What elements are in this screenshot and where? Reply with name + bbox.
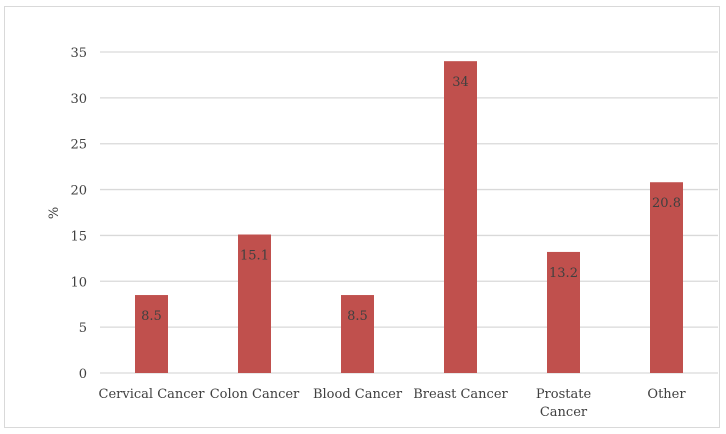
x-category-label: Prostate (536, 387, 592, 402)
data-label: 20.8 (652, 196, 681, 211)
y-tick-label: 0 (79, 367, 87, 382)
bar (341, 295, 374, 373)
x-category-label: Breast Cancer (413, 387, 508, 402)
bar (547, 251, 580, 373)
data-label: 15.1 (240, 249, 269, 264)
data-label: 8.5 (347, 309, 368, 324)
bar (135, 295, 168, 373)
x-category-label: Cervical Cancer (99, 387, 206, 402)
y-axis-title: % (47, 207, 62, 219)
y-tick-label: 25 (70, 138, 87, 153)
bar (238, 234, 271, 373)
data-label: 34 (452, 75, 469, 90)
y-tick-label: 10 (70, 275, 87, 290)
bar (650, 182, 683, 373)
data-label: 13.2 (549, 266, 578, 281)
x-category-label: Colon Cancer (210, 387, 300, 402)
bar (444, 61, 477, 374)
x-category-label: Cancer (540, 405, 588, 420)
y-tick-label: 20 (70, 184, 87, 199)
y-tick-label: 15 (70, 229, 87, 244)
y-tick-label: 30 (70, 92, 87, 107)
x-category-label: Blood Cancer (313, 387, 403, 402)
data-label: 8.5 (141, 309, 162, 324)
y-tick-label: 35 (70, 46, 87, 61)
x-category-label: Other (647, 387, 686, 402)
y-tick-label: 5 (79, 321, 87, 336)
